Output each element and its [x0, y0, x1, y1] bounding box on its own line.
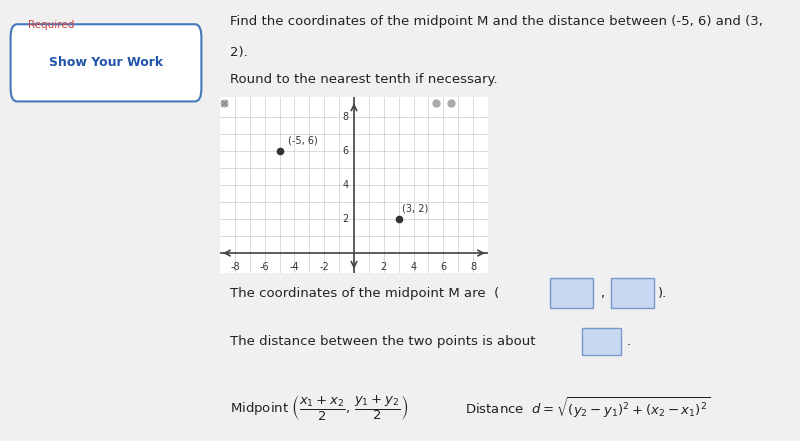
Text: Distance  $d = \sqrt{\left(y_2-y_1\right)^2+\left(x_2-x_1\right)^2}$: Distance $d = \sqrt{\left(y_2-y_1\right)…: [465, 396, 710, 420]
Text: 2: 2: [381, 262, 387, 272]
Text: -4: -4: [290, 262, 299, 272]
Text: The coordinates of the midpoint M are  (: The coordinates of the midpoint M are (: [230, 287, 499, 300]
Text: (-5, 6): (-5, 6): [289, 135, 318, 146]
Text: Round to the nearest tenth if necessary.: Round to the nearest tenth if necessary.: [230, 73, 498, 86]
Text: The distance between the two points is about: The distance between the two points is a…: [230, 335, 535, 348]
Text: 6: 6: [342, 146, 349, 156]
Text: 2).: 2).: [230, 46, 247, 59]
FancyBboxPatch shape: [610, 278, 654, 308]
Text: ,: ,: [600, 287, 604, 300]
Text: (3, 2): (3, 2): [402, 203, 429, 213]
FancyBboxPatch shape: [550, 278, 593, 308]
Text: 4: 4: [342, 180, 349, 190]
FancyBboxPatch shape: [582, 328, 621, 355]
Text: ).: ).: [658, 287, 667, 300]
Text: 8: 8: [342, 112, 349, 122]
FancyBboxPatch shape: [10, 24, 202, 101]
Text: Required: Required: [27, 20, 74, 30]
Text: -6: -6: [260, 262, 270, 272]
Text: 6: 6: [440, 262, 446, 272]
Text: 4: 4: [410, 262, 417, 272]
Text: 2: 2: [342, 214, 349, 224]
Text: Midpoint $\left(\dfrac{x_1+x_2}{2},\,\dfrac{y_1+y_2}{2}\right)$: Midpoint $\left(\dfrac{x_1+x_2}{2},\,\df…: [230, 393, 408, 422]
Text: -2: -2: [319, 262, 329, 272]
Text: Show Your Work: Show Your Work: [49, 56, 163, 69]
Text: -8: -8: [230, 262, 240, 272]
Text: 8: 8: [470, 262, 476, 272]
Text: .: .: [626, 335, 630, 348]
Text: Find the coordinates of the midpoint M and the distance between (-5, 6) and (3,: Find the coordinates of the midpoint M a…: [230, 15, 762, 28]
